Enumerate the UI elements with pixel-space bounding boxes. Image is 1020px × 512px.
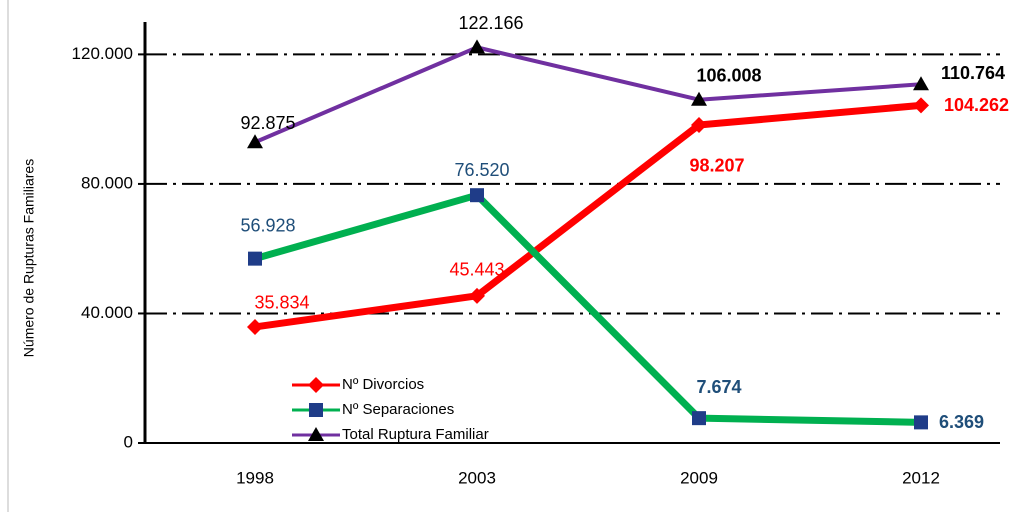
data-label: 6.369 [939,412,984,432]
data-point [248,251,262,266]
x-tick-label: 2009 [680,468,718,487]
y-tick-label: 40.000 [81,303,133,322]
legend-marker [309,403,323,417]
series-line [254,101,922,331]
data-label: 98.207 [689,156,744,176]
data-point [914,415,928,430]
series-line [254,45,922,145]
data-point [247,134,263,149]
data-point [470,188,484,203]
legend-marker [308,377,324,393]
x-tick-label: 2012 [902,468,940,487]
data-label: 106.008 [696,65,761,85]
y-axis-label: Número de Rupturas Familiares [21,159,37,357]
legend-label: Total Ruptura Familiar [342,426,489,443]
y-tick-label: 0 [124,432,133,451]
data-label: 92.875 [240,113,295,133]
y-tick-label: 80.000 [81,173,133,192]
x-tick-label: 2003 [458,468,496,487]
data-label: 110.764 [941,63,1005,83]
data-label: 122.166 [458,13,523,33]
legend-label: Nº Separaciones [342,401,454,418]
data-point [691,91,707,106]
data-label: 104.262 [944,95,1009,115]
legend-marker [308,427,324,441]
legend-label: Nº Divorcios [342,376,424,393]
y-tick-label: 120.000 [72,44,133,63]
data-point [469,287,485,304]
data-label: 7.674 [696,377,741,397]
data-label: 35.834 [254,293,309,313]
series-line [254,191,922,426]
data-point [691,116,707,133]
data-label: 56.928 [240,215,295,235]
x-tick-label: 1998 [236,468,274,487]
data-point [469,39,485,54]
data-label: 76.520 [454,160,509,180]
data-point [692,411,706,426]
data-label: 45.443 [449,260,504,280]
data-point [913,97,929,114]
data-point [913,76,929,91]
data-point [247,318,263,335]
